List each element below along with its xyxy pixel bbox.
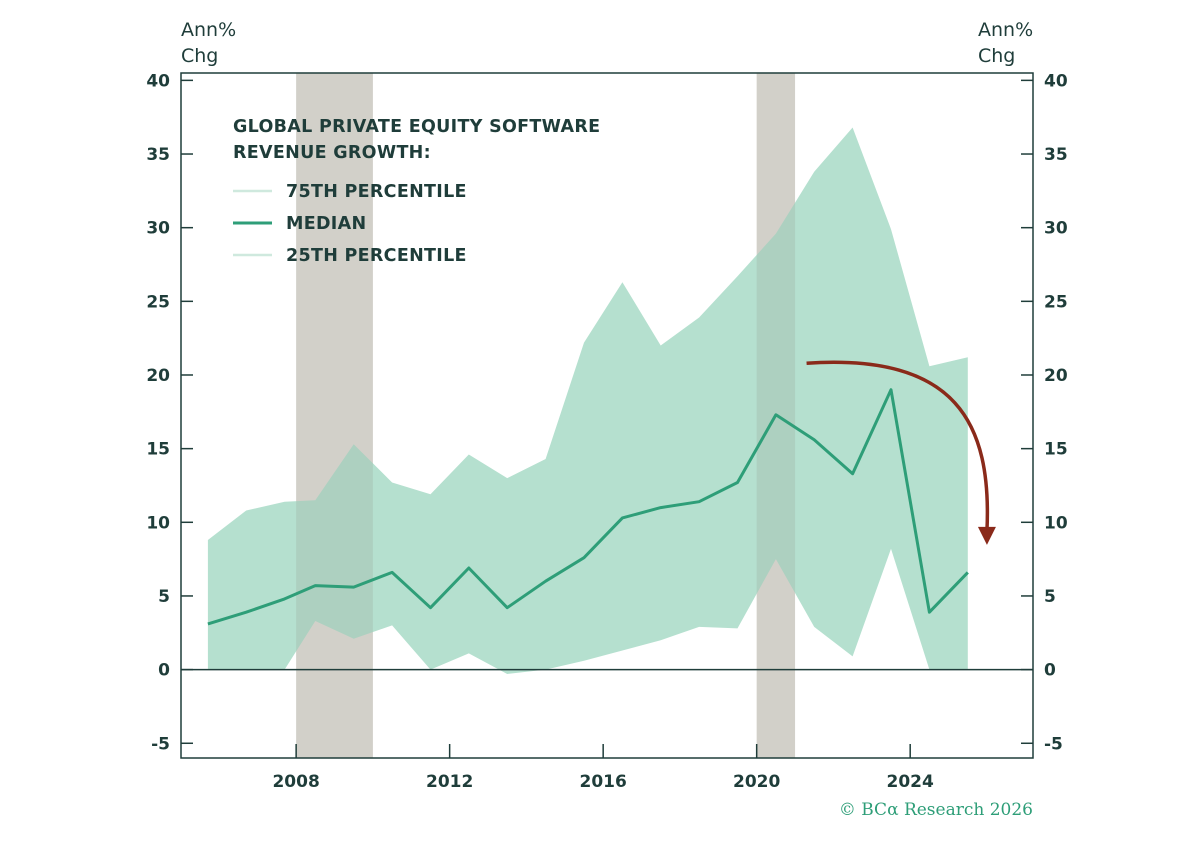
percentile-band-area xyxy=(207,127,968,674)
y-tick-label-right-3: 10 xyxy=(1044,513,1068,533)
y-tick-label-left-0: -5 xyxy=(151,734,170,754)
y-axis-left: -5 0 5 10 15 20 25 30 35 40 xyxy=(146,71,193,754)
y-tick-label-right-2: 5 xyxy=(1044,587,1056,607)
y-tick-label-right-6: 25 xyxy=(1044,292,1068,312)
legend: GLOBAL PRIVATE EQUITY SOFTWARE REVENUE G… xyxy=(233,117,600,266)
source-credit: © BCα Research 2026 xyxy=(839,800,1033,820)
y-tick-label-right-8: 35 xyxy=(1044,145,1068,165)
y-tick-label-left-7: 30 xyxy=(146,219,170,239)
legend-label-median: MEDIAN xyxy=(286,214,366,234)
legend-title-line2: REVENUE GROWTH: xyxy=(233,143,431,163)
legend-title-line1: GLOBAL PRIVATE EQUITY SOFTWARE xyxy=(233,117,600,137)
y-tick-label-left-9: 40 xyxy=(146,71,170,91)
y-tick-label-left-2: 5 xyxy=(158,587,170,607)
y-tick-label-left-3: 10 xyxy=(146,513,170,533)
y-unit-left-line1: Ann% xyxy=(181,19,236,41)
recession-shading-overlay xyxy=(296,73,796,758)
y-unit-left-line2: Chg xyxy=(181,45,218,67)
decline-arrow xyxy=(806,360,990,532)
x-tick-label-2: 2016 xyxy=(579,772,626,792)
y-unit-right-line1: Ann% xyxy=(978,19,1033,41)
plot-frame xyxy=(180,72,1034,759)
x-tick-label-4: 2024 xyxy=(887,772,934,792)
y-tick-label-left-5: 20 xyxy=(146,366,170,386)
y-axis-right: -5 0 5 10 15 20 25 30 35 40 xyxy=(1021,71,1068,754)
y-tick-label-right-9: 40 xyxy=(1044,71,1068,91)
y-tick-label-left-8: 35 xyxy=(146,145,170,165)
x-tick-label-0: 2008 xyxy=(272,772,319,792)
legend-label-25th: 25TH PERCENTILE xyxy=(286,246,467,266)
y-tick-label-left-4: 15 xyxy=(146,440,170,460)
legend-label-75th: 75TH PERCENTILE xyxy=(286,182,467,202)
y-tick-label-right-1: 0 xyxy=(1044,661,1056,681)
recession-bar-0 xyxy=(296,73,373,758)
y-tick-label-right-5: 20 xyxy=(1044,366,1068,386)
decline-arrow-head xyxy=(977,526,996,545)
y-tick-label-right-0: -5 xyxy=(1044,734,1063,754)
x-tick-label-1: 2012 xyxy=(426,772,473,792)
y-tick-label-left-1: 0 xyxy=(158,661,170,681)
y-tick-label-right-7: 30 xyxy=(1044,219,1068,239)
y-unit-right-line2: Chg xyxy=(978,45,1015,67)
y-tick-label-right-4: 15 xyxy=(1044,440,1068,460)
y-tick-label-left-6: 25 xyxy=(146,292,170,312)
x-axis: 2008 2012 2016 2020 2024 xyxy=(272,744,934,792)
recession-overlay-0 xyxy=(296,73,373,758)
x-tick-label-3: 2020 xyxy=(733,772,780,792)
median-series-line xyxy=(207,388,969,626)
